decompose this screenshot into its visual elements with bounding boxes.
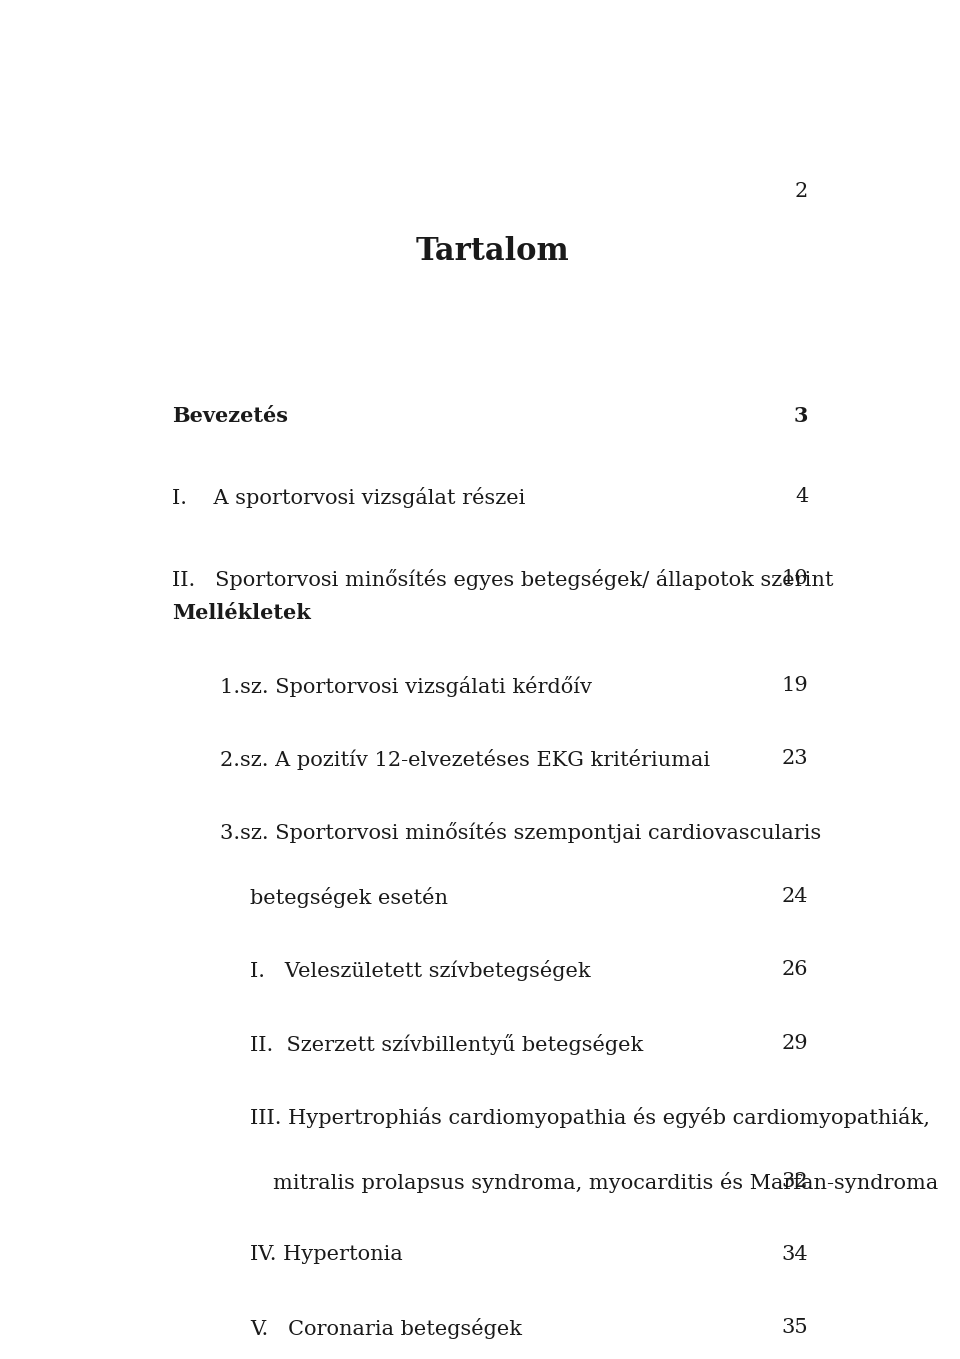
Text: 2.sz. A pozitív 12-elvezetéses EKG kritériumai: 2.sz. A pozitív 12-elvezetéses EKG krité… [221, 749, 710, 771]
Text: 2: 2 [795, 182, 808, 201]
Text: 4: 4 [795, 488, 808, 507]
Text: Bevezetés: Bevezetés [172, 406, 288, 425]
Text: I.   Veleszületett szívbetegségek: I. Veleszületett szívbetegségek [251, 961, 590, 981]
Text: 23: 23 [781, 749, 808, 768]
Text: 10: 10 [781, 569, 808, 588]
Text: 29: 29 [781, 1034, 808, 1053]
Text: Tartalom: Tartalom [415, 236, 569, 268]
Text: 3.sz. Sportorvosi minősítés szempontjai cardiovascularis: 3.sz. Sportorvosi minősítés szempontjai … [221, 822, 822, 844]
Text: III. Hypertrophiás cardiomyopathia és egyéb cardiomyopathiák,: III. Hypertrophiás cardiomyopathia és eg… [251, 1108, 930, 1128]
Text: IV. Hypertonia: IV. Hypertonia [251, 1245, 403, 1264]
Text: 1.sz. Sportorvosi vizsgálati kérdőív: 1.sz. Sportorvosi vizsgálati kérdőív [221, 675, 592, 697]
Text: 26: 26 [781, 961, 808, 980]
Text: 24: 24 [781, 887, 808, 906]
Text: 19: 19 [781, 675, 808, 694]
Text: V.   Coronaria betegségek: V. Coronaria betegségek [251, 1318, 522, 1340]
Text: II.   Sportorvosi minősítés egyes betegségek/ állapotok szerint: II. Sportorvosi minősítés egyes betegség… [172, 569, 833, 590]
Text: I.    A sportorvosi vizsgálat részei: I. A sportorvosi vizsgálat részei [172, 488, 525, 508]
Text: Mellékletek: Mellékletek [172, 602, 311, 622]
Text: 3: 3 [794, 406, 808, 425]
Text: II.  Szerzett szívbillentyű betegségek: II. Szerzett szívbillentyű betegségek [251, 1034, 643, 1055]
Text: 34: 34 [781, 1245, 808, 1264]
Text: 32: 32 [781, 1171, 808, 1190]
Text: mitralis prolapsus syndroma, myocarditis és Marfan-syndroma: mitralis prolapsus syndroma, myocarditis… [273, 1171, 938, 1193]
Text: betegségek esetén: betegségek esetén [251, 887, 448, 908]
Text: 35: 35 [781, 1318, 808, 1337]
